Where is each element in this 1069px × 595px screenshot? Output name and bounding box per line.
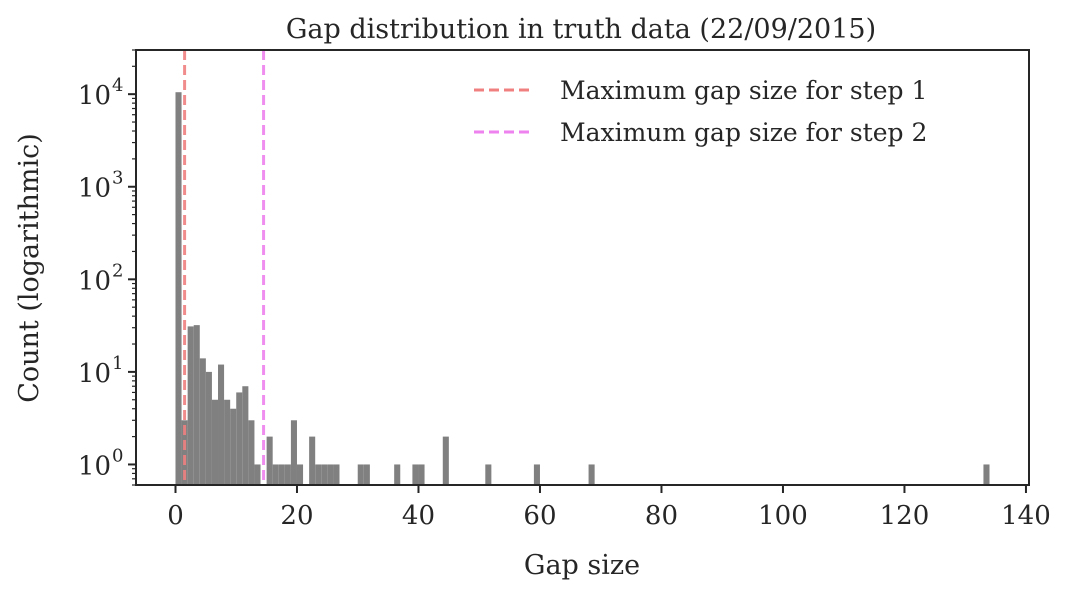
x-tick-label: 140 (1001, 501, 1051, 531)
y-tick-label: 10 (78, 81, 111, 111)
y-tick-exponent: 2 (112, 260, 123, 281)
y-tick-label: 10 (78, 359, 111, 389)
x-tick-label: 0 (167, 501, 184, 531)
histogram-bar (394, 464, 401, 485)
histogram-bar (321, 464, 328, 485)
histogram-bar (278, 464, 285, 485)
histogram-bar (211, 399, 219, 485)
x-tick-label: 120 (880, 501, 930, 531)
y-tick-exponent: 3 (112, 168, 123, 189)
histogram-bar (193, 325, 200, 485)
y-axis-label: Count (logarithmic) (14, 133, 45, 403)
axes-frame (135, 49, 1030, 486)
x-tick-label: 40 (402, 501, 435, 531)
histogram-bar (485, 464, 492, 485)
legend: Maximum gap size for step 1 Maximum gap s… (474, 76, 927, 147)
histogram-bar (205, 371, 212, 485)
y-tick-exponent: 4 (112, 75, 123, 96)
histogram-bar (290, 420, 297, 485)
x-axis-label: Gap size (524, 550, 640, 581)
y-tick-exponent: 0 (112, 445, 123, 466)
y-tick-label: 10 (78, 451, 111, 481)
histogram-bar (272, 464, 279, 485)
y-tick-label: 10 (78, 174, 111, 204)
x-tick-label: 60 (523, 501, 556, 531)
histogram-bar (533, 464, 540, 485)
histogram-bar (412, 464, 419, 485)
histogram-bar (266, 436, 273, 485)
histogram-bar (242, 386, 249, 485)
histogram-bar (363, 464, 370, 485)
histogram-bar (442, 436, 449, 485)
y-tick-exponent: 1 (112, 353, 123, 374)
histogram-bar (418, 464, 425, 485)
histogram-bar (983, 464, 990, 485)
histogram-bar (248, 420, 255, 485)
histogram-bar (187, 326, 194, 485)
x-tick-label: 80 (645, 501, 678, 531)
x-axis: 0 20 40 60 80 100 120 140 (167, 485, 1051, 531)
histogram-bar (181, 420, 188, 485)
histogram-bar (218, 364, 225, 485)
histogram-bar (315, 464, 322, 485)
histogram-bar (309, 436, 316, 485)
legend-label-step-2: Maximum gap size for step 2 (560, 118, 927, 147)
histogram-bar (357, 464, 364, 485)
histogram-bar (224, 399, 231, 485)
histogram-bar (236, 392, 243, 485)
x-tick-label: 20 (280, 501, 313, 531)
histogram-bar (333, 464, 340, 485)
histogram-bar (296, 464, 304, 485)
histogram-bar (230, 408, 237, 485)
histogram-bar (254, 464, 261, 485)
y-tick-label: 10 (78, 266, 111, 296)
histogram-bar (175, 92, 182, 486)
chart-title: Gap distribution in truth data (22/09/20… (286, 14, 876, 45)
plot-area (175, 50, 990, 486)
x-tick-label: 100 (758, 501, 808, 531)
histogram-bar (284, 464, 291, 485)
histogram-bar (588, 464, 595, 485)
histogram-bar (199, 358, 206, 485)
legend-label-step-1: Maximum gap size for step 1 (560, 76, 927, 105)
histogram-bar (327, 464, 334, 485)
